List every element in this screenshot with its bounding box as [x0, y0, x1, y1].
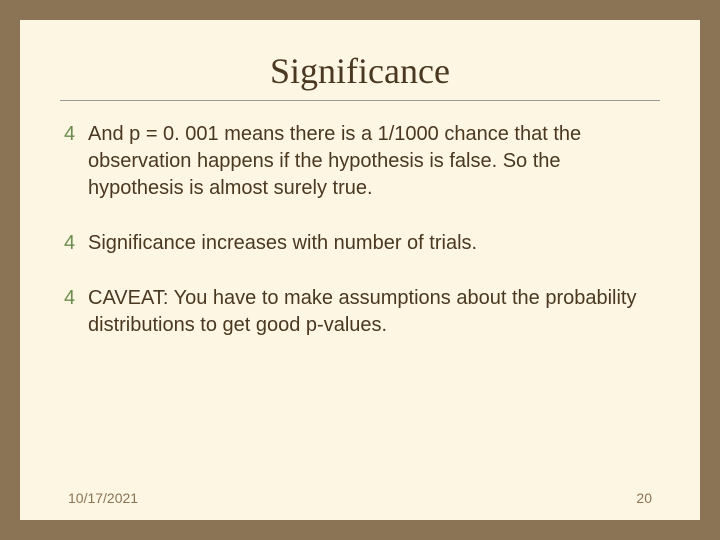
- slide-footer: 10/17/2021 20: [68, 490, 652, 506]
- slide-card: Significance And p = 0. 001 means there …: [20, 20, 700, 520]
- bullet-item: And p = 0. 001 means there is a 1/1000 c…: [60, 121, 660, 202]
- footer-page-number: 20: [636, 490, 652, 506]
- bullet-item: Significance increases with number of tr…: [60, 230, 660, 257]
- bullet-item: CAVEAT: You have to make assumptions abo…: [60, 285, 660, 339]
- footer-date: 10/17/2021: [68, 490, 138, 506]
- bullet-list: And p = 0. 001 means there is a 1/1000 c…: [60, 121, 660, 339]
- title-divider: [60, 100, 660, 101]
- slide-title: Significance: [60, 50, 660, 92]
